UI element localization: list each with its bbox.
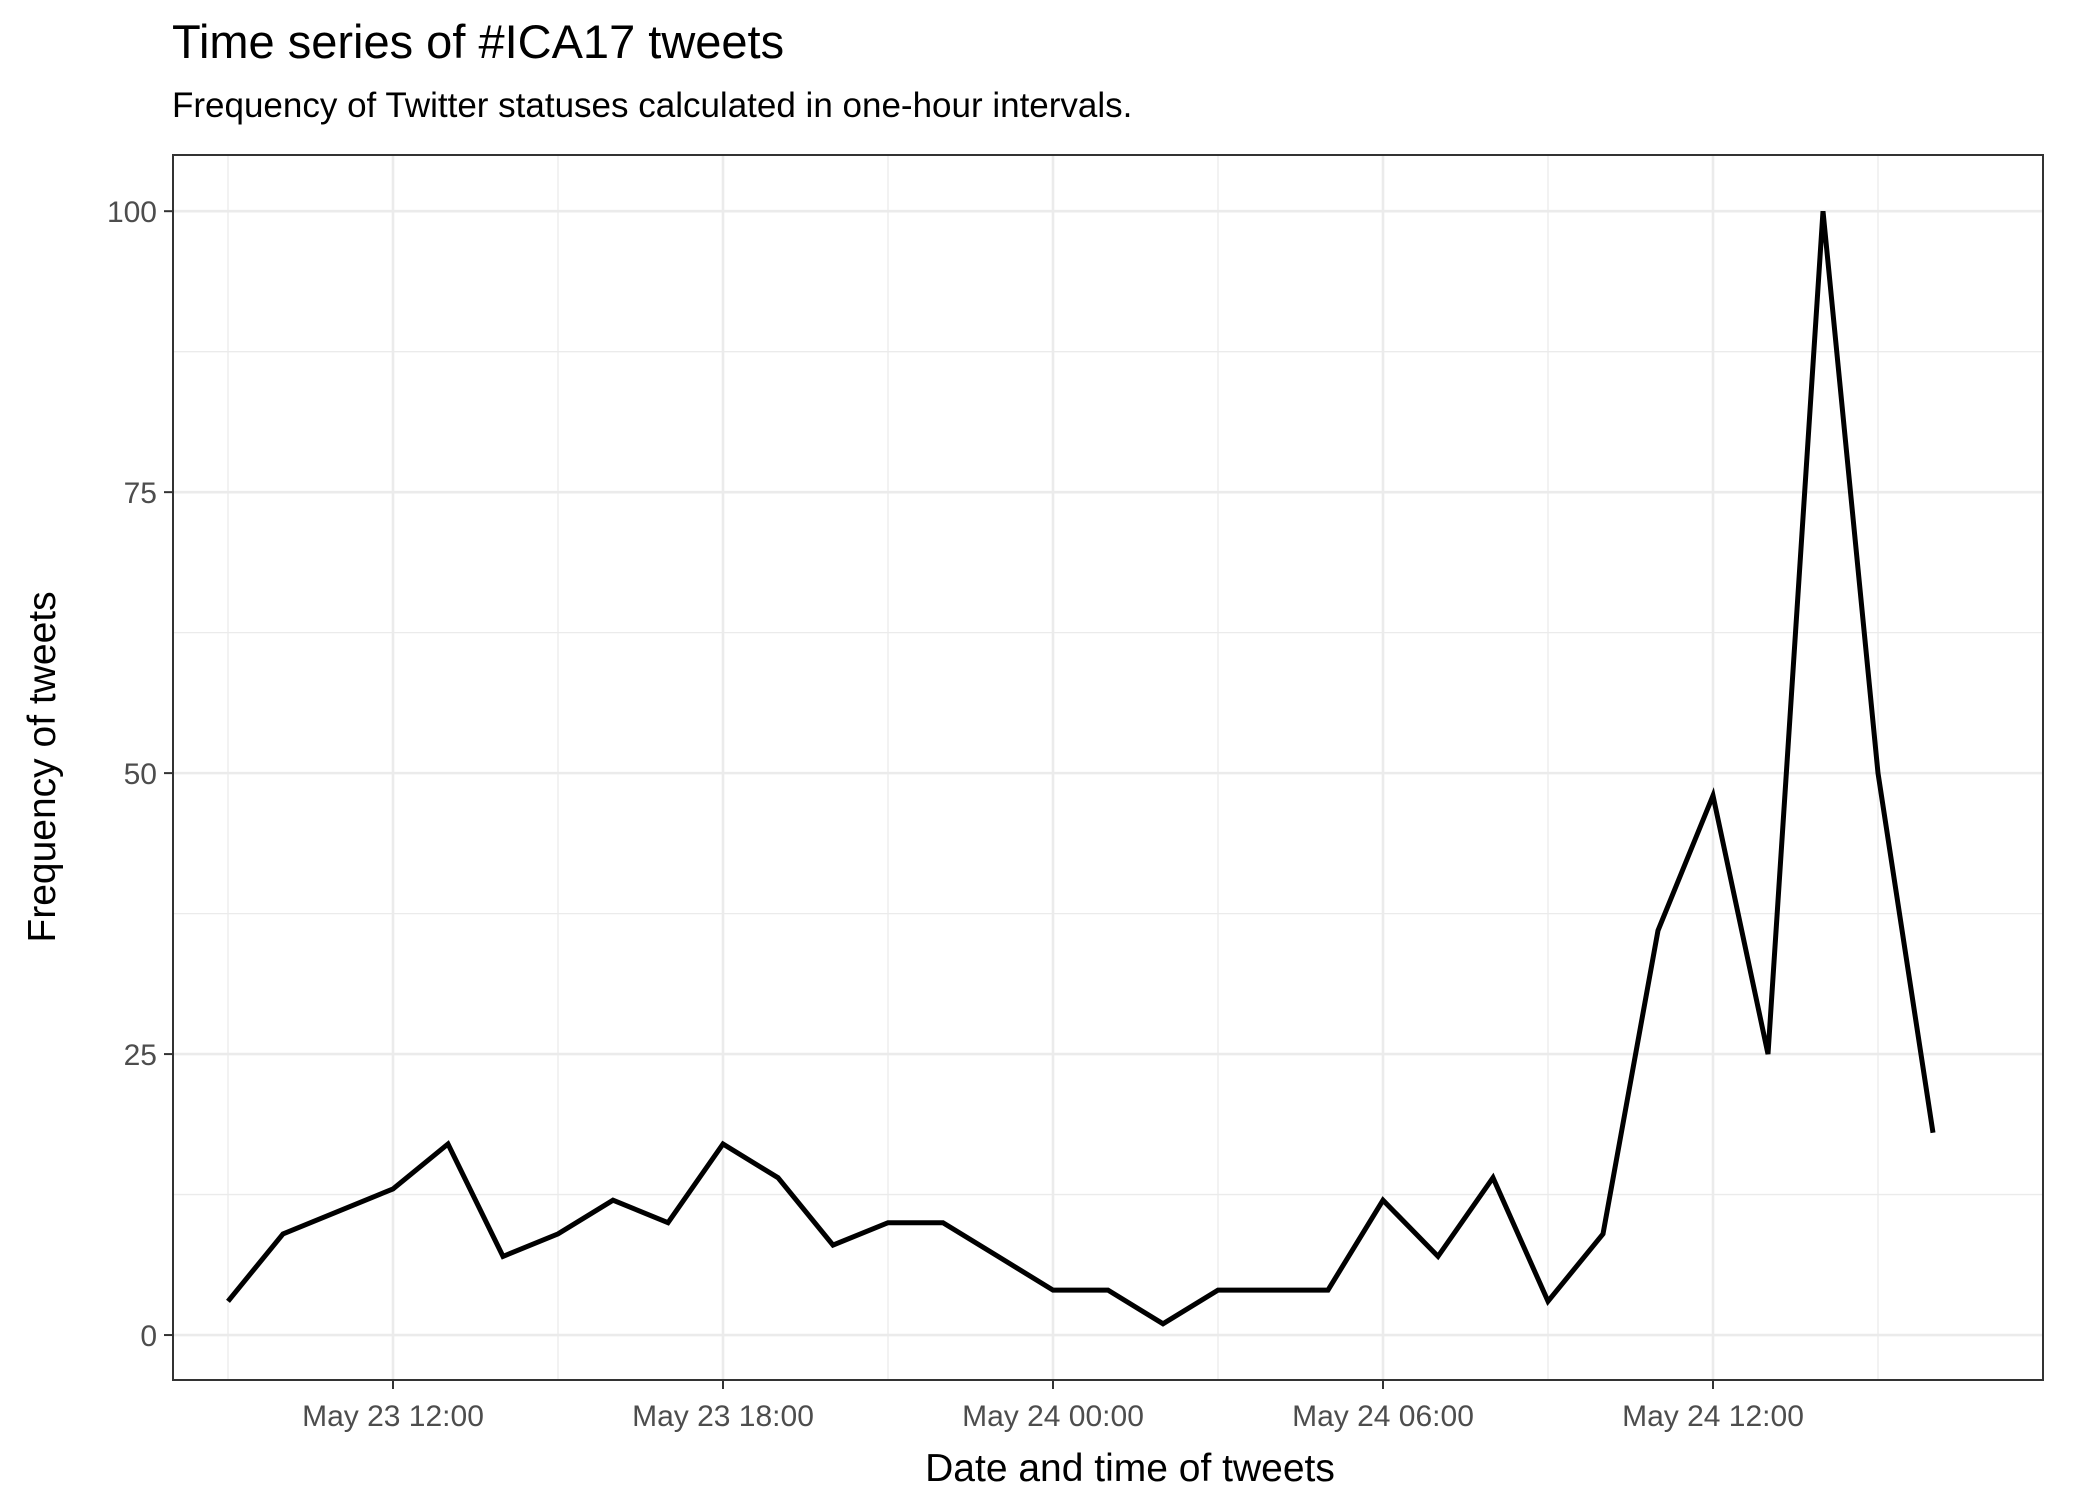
chart-subtitle: Frequency of Twitter statuses calculated… xyxy=(172,86,1133,125)
x-tick-label: May 24 12:00 xyxy=(1622,1400,1804,1433)
x-tick-label: May 24 06:00 xyxy=(1292,1400,1474,1433)
x-tick-label: May 24 00:00 xyxy=(962,1400,1144,1433)
x-tick-label: May 23 18:00 xyxy=(632,1400,814,1433)
plot-panel-border xyxy=(172,154,2044,1381)
y-tick-label: 25 xyxy=(124,1039,157,1072)
x-tick-label: May 23 12:00 xyxy=(302,1400,484,1433)
y-tick-label: 100 xyxy=(107,196,157,229)
y-tick-label: 0 xyxy=(140,1320,157,1353)
major-gridlines xyxy=(173,155,2043,1380)
series-layer xyxy=(226,210,1936,1327)
x-axis-title: Date and time of tweets xyxy=(925,1447,1335,1490)
series-line xyxy=(226,210,1936,1327)
y-tick-label: 50 xyxy=(124,758,157,791)
y-axis-title: Frequency of tweets xyxy=(21,591,64,942)
y-tick-label: 75 xyxy=(124,477,157,510)
minor-gridlines xyxy=(173,155,2043,1380)
chart-title: Time series of #ICA17 tweets xyxy=(172,15,785,68)
axis-ticks: 0 25 50 75 100 May 23 12:00 May 23 18:00 May 24… xyxy=(107,196,1804,1433)
